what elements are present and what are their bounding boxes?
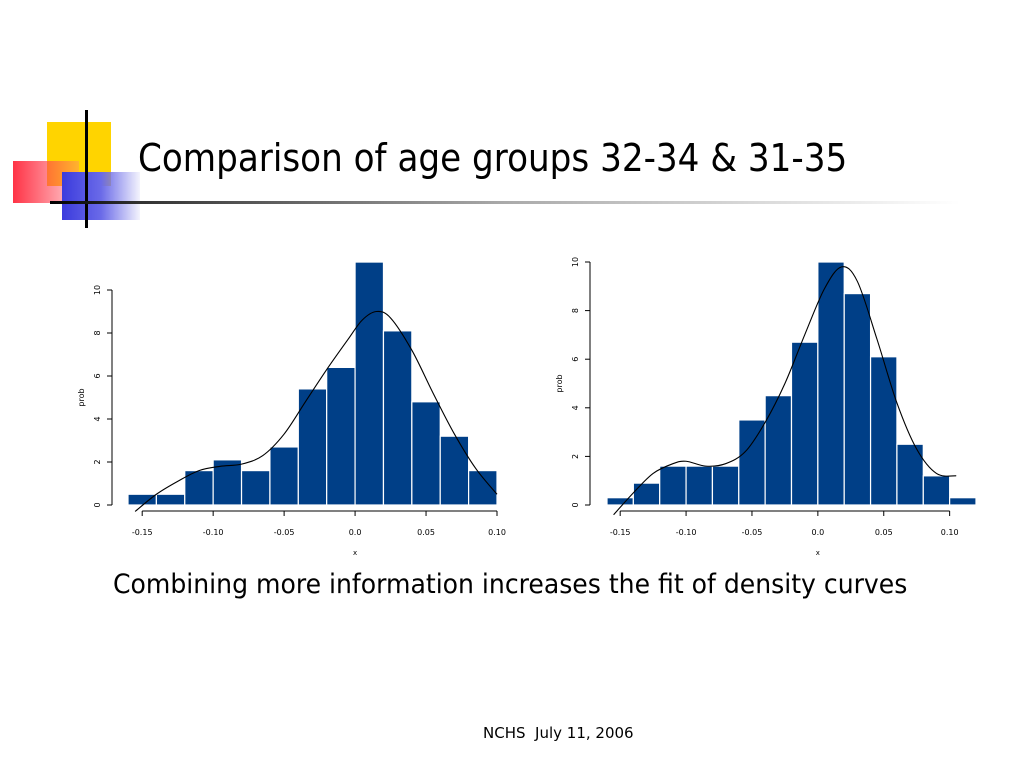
right-histogram-bar-2 [632,482,661,506]
right-histogram-bar-11 [869,356,898,506]
left-histogram-bar-12 [439,435,470,506]
decor-blue-square [62,172,140,220]
right-x-tick-label: -0.05 [742,528,763,537]
right-y-tick-label: 4 [571,405,580,410]
right-y-tick-label: 6 [571,357,580,362]
left-y-axis-label: prob [77,388,86,406]
slide-footer: NCHS July 11, 2006 [483,724,634,742]
right-x-tick-label: 0.10 [941,528,959,537]
slide-caption: Combining more information increases the… [113,569,908,600]
left-x-tick-label: -0.10 [203,528,224,537]
right-histogram-bar-9 [817,261,845,506]
right-x-tick-label: 0.0 [811,528,824,537]
left-histogram-bar-3 [184,470,214,506]
right-histogram-bar-3 [659,465,687,506]
left-x-axis-label: x [353,549,357,557]
left-y-tick-label: 2 [93,459,102,464]
right-histogram-bar-14 [949,497,977,506]
right-histogram-bar-8 [790,341,819,506]
right-histogram-bar-12 [896,443,924,506]
right-y-tick-label: 10 [571,257,580,267]
right-x-tick-label: -0.10 [676,528,697,537]
right-histogram-bar-1 [606,497,634,506]
left-y-tick-label: 4 [93,416,102,421]
left-x-tick-label: -0.05 [274,528,295,537]
left-histogram-bar-4 [212,459,243,506]
left-histogram-bar-10 [382,330,413,506]
left-x-tick-label: 0.10 [488,528,506,537]
right-histogram-bar-13 [922,475,951,506]
right-y-axis-label: prob [555,374,564,392]
left-histogram-bar-8 [326,366,356,506]
right-histogram-bar-10 [843,292,872,506]
left-x-tick-label: 0.0 [349,528,362,537]
left-histogram-bar-13 [468,470,498,506]
left-histogram-bar-7 [297,388,328,506]
decor-vertical-line [85,110,88,228]
slide-title: Comparison of age groups 32-34 & 31-35 [138,136,848,180]
left-histogram-bar-9 [354,261,385,506]
right-histogram-bar-6 [738,419,766,506]
right-y-tick-label: 8 [571,308,580,313]
right-y-tick-label: 2 [571,454,580,459]
left-x-tick-label: -0.15 [132,528,153,537]
right-x-tick-label: -0.15 [610,528,631,537]
right-histogram-bar-4 [685,465,714,506]
left-x-tick-label: 0.05 [417,528,435,537]
left-histogram-bar-5 [240,470,271,506]
left-histogram-bar-11 [411,401,441,506]
right-x-axis-label: x [816,549,820,557]
left-y-tick-label: 8 [93,330,102,335]
right-density-curve [613,266,957,516]
left-density-curve [134,310,498,512]
right-y-tick-label: 0 [571,502,580,507]
right-x-tick-label: 0.05 [875,528,893,537]
title-underline [50,201,960,204]
left-y-tick-label: 10 [93,285,102,295]
right-histogram-bar-7 [764,395,793,506]
right-histogram-bar-5 [711,465,740,506]
left-y-tick-label: 6 [93,373,102,378]
left-y-tick-label: 0 [93,502,102,507]
